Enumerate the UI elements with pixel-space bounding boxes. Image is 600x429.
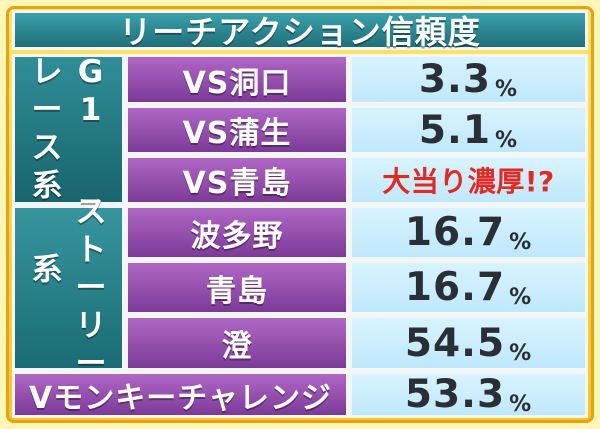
- reach-value-hatano: 16.7%: [349, 205, 588, 260]
- story-group-char: リ: [75, 307, 107, 344]
- g1-group-char: ー: [31, 92, 63, 128]
- reach-label-aoshima: 青島: [125, 260, 349, 315]
- story-group-left-column: 系: [31, 197, 63, 288]
- g1-group-left-column: レ ー ス 系: [31, 54, 63, 204]
- reach-percentage-number: 16.7: [404, 210, 506, 255]
- reach-value-vs-aoshima: 大当り濃厚!?: [349, 155, 588, 205]
- g1-group-cell: レ ー ス 系 G 1: [12, 54, 125, 205]
- reach-percentage-number: 53.3: [404, 372, 506, 417]
- story-group-char: ス: [75, 193, 107, 230]
- story-group-cell: 系 ス ト ー リ ー: [12, 196, 125, 379]
- g1-group-char: レ: [31, 54, 63, 90]
- story-group-right-column: ス ト ー リ ー: [75, 193, 107, 380]
- percent-sign: %: [495, 127, 519, 153]
- reach-value-v-monkey-challenge: 53.3%: [349, 371, 588, 418]
- reach-percentage: 5.1%: [418, 107, 519, 153]
- g1-group-right-column: G 1: [76, 57, 106, 126]
- reach-value-vs-gamo: 5.1%: [349, 105, 588, 155]
- percent-sign: %: [509, 285, 533, 310]
- reach-percentage: 3.3%: [418, 57, 519, 102]
- percent-sign: %: [509, 230, 533, 255]
- reach-percentage: 54.5%: [404, 320, 533, 366]
- reach-label-text: VS青島: [182, 166, 292, 201]
- percent-sign: %: [509, 392, 533, 417]
- g1-group-char: 系: [31, 168, 63, 204]
- reach-label-vs-gamo: VS蒲生: [125, 105, 349, 155]
- reach-percentage-number: 5.1: [418, 107, 492, 153]
- reach-value-vs-horaguchi: 3.3%: [349, 54, 588, 105]
- reach-label-sumire: 澄: [125, 315, 349, 371]
- g1-group-label: レ ー ス 系 G 1: [32, 57, 106, 202]
- story-group-label: 系 ス ト ー リ ー: [31, 193, 107, 380]
- story-group-char: ー: [75, 269, 107, 306]
- reach-label-text: 波多野: [190, 218, 284, 254]
- reach-label-vs-horaguchi: VS洞口: [125, 54, 349, 105]
- reach-label-text: VS洞口: [182, 65, 292, 101]
- page-title: リーチアクション信頼度: [119, 13, 481, 51]
- story-group-char: ト: [75, 231, 107, 268]
- reach-label-text: VS蒲生: [182, 116, 292, 151]
- reach-label-text: Vモンキーチャレンジ: [29, 380, 332, 416]
- reach-label-v-monkey-challenge: Vモンキーチャレンジ: [12, 371, 349, 418]
- title-bar: リーチアクション信頼度: [12, 10, 588, 51]
- reach-value-sumire: 54.5%: [349, 315, 588, 371]
- g1-group-char: 1: [79, 92, 102, 128]
- g1-group-char: G: [77, 54, 104, 90]
- reach-label-text: 青島: [206, 273, 268, 309]
- reach-percentage-number: 3.3: [418, 57, 492, 102]
- reach-percentage: 16.7%: [404, 210, 533, 255]
- reach-percentage: 53.3%: [404, 372, 533, 417]
- percent-sign: %: [495, 77, 519, 102]
- jackpot-likely-text: 大当り濃厚!?: [382, 165, 555, 198]
- reach-value-aoshima: 16.7%: [349, 260, 588, 315]
- reach-percentage-number: 16.7: [404, 265, 506, 310]
- reach-percentage-number: 54.5: [404, 320, 506, 366]
- reach-label-vs-aoshima: VS青島: [125, 155, 349, 205]
- percent-sign: %: [509, 340, 533, 366]
- reach-label-hatano: 波多野: [125, 205, 349, 260]
- story-group-char: 系: [31, 251, 63, 288]
- reach-percentage: 16.7%: [404, 265, 533, 310]
- g1-group-char: ス: [31, 130, 63, 166]
- reach-label-text: 澄: [221, 329, 253, 364]
